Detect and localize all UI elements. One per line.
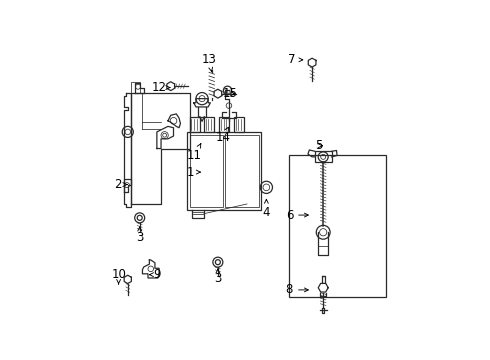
Text: 14: 14 — [215, 127, 230, 144]
Bar — [219, 117, 229, 132]
Text: 2: 2 — [114, 178, 127, 191]
Bar — [225, 135, 259, 207]
Bar — [187, 132, 261, 210]
Bar — [234, 117, 244, 132]
Text: 10: 10 — [111, 268, 126, 284]
Text: 6: 6 — [286, 208, 308, 221]
Bar — [190, 117, 199, 132]
Bar — [204, 117, 214, 132]
Text: 12: 12 — [151, 81, 170, 94]
Text: 3: 3 — [136, 227, 144, 244]
Text: 7: 7 — [289, 53, 303, 66]
Text: 11: 11 — [187, 144, 202, 162]
Bar — [290, 156, 387, 297]
Bar — [190, 135, 223, 207]
Text: 13: 13 — [201, 53, 217, 72]
Text: 9: 9 — [149, 268, 161, 281]
Text: 5: 5 — [316, 139, 323, 152]
Text: 4: 4 — [263, 199, 270, 219]
Bar — [315, 151, 332, 162]
Text: 15: 15 — [223, 87, 238, 100]
Text: 1: 1 — [186, 166, 200, 179]
Text: 8: 8 — [286, 283, 308, 296]
Text: 3: 3 — [214, 269, 221, 285]
